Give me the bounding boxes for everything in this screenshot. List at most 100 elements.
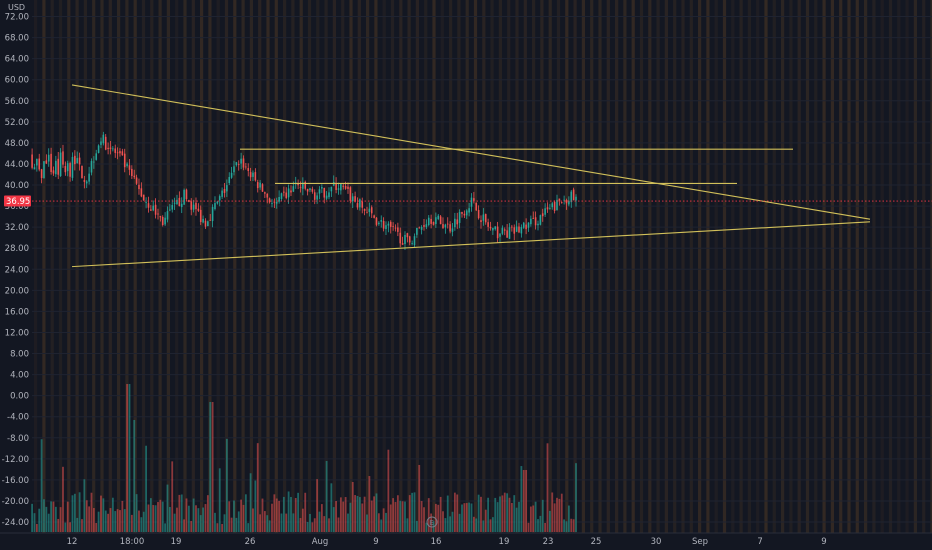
candle-body: [318, 189, 321, 194]
candle-body: [152, 205, 155, 211]
candle-body: [313, 192, 316, 200]
trendline[interactable]: [71, 84, 871, 220]
candle-body: [477, 209, 480, 219]
volume-bar: [114, 511, 117, 532]
candle-body: [423, 225, 425, 227]
candle-body: [347, 186, 349, 189]
candle-body: [411, 243, 413, 244]
background-stripe: [92, 0, 96, 533]
background-stripe: [357, 0, 361, 533]
volume-bar: [316, 479, 319, 532]
x-tick-label: 23: [543, 537, 554, 547]
volume-bar: [318, 511, 321, 532]
volume-bar: [358, 497, 361, 532]
candle-body: [575, 196, 577, 201]
volume-bar: [66, 501, 69, 532]
volume-bar: [313, 518, 316, 532]
volume-bar: [320, 504, 323, 532]
volume-bar: [363, 496, 366, 532]
candle-body: [216, 201, 219, 204]
candle-body: [128, 165, 131, 170]
volume-bar: [147, 504, 150, 532]
volume-bar: [149, 498, 152, 532]
volume-bar: [565, 521, 568, 532]
background-stripe: [117, 0, 121, 533]
candle-body: [335, 183, 337, 190]
candle-body: [513, 227, 516, 234]
volume-bar: [556, 497, 558, 532]
candle-body: [240, 158, 242, 164]
volume-bar: [520, 466, 523, 532]
price-axis[interactable]: USD 72.00 68.00 64.00 60.00 56.00 52.00 48.00 4…: [0, 0, 31, 532]
volume-bar: [168, 507, 171, 532]
volume-bar: [513, 495, 516, 532]
background-stripe: [581, 0, 585, 533]
candle-body: [223, 188, 226, 193]
candle-body: [387, 223, 390, 226]
candle-body: [290, 190, 292, 193]
candle-body: [430, 218, 432, 224]
volume-bar: [337, 517, 340, 532]
earnings-marker[interactable]: E: [426, 516, 438, 528]
volume-bar: [548, 510, 551, 532]
candle-body: [446, 223, 449, 225]
volume-bar: [266, 515, 269, 532]
volume-bar: [368, 476, 371, 532]
background-stripe: [872, 0, 876, 533]
volume-bar: [370, 500, 373, 532]
candle-body: [461, 211, 463, 214]
volume-bar: [444, 518, 447, 532]
volume-bar: [282, 496, 285, 532]
time-axis[interactable]: 12 18:00 19 26 Aug 9 16 19 23 25 30 Sep 7 9: [0, 532, 932, 550]
volume-bar: [178, 494, 181, 532]
candle-body: [553, 201, 556, 211]
volume-bar: [214, 512, 216, 532]
trendlines[interactable]: [71, 84, 871, 268]
background-stripe: [556, 0, 561, 533]
background-stripe: [233, 0, 237, 533]
candle-body: [544, 208, 546, 215]
volume-bar: [237, 511, 240, 532]
volume-bar: [164, 523, 167, 532]
candle-body: [192, 204, 195, 210]
volume-bar: [242, 504, 245, 532]
background-stripe: [631, 0, 635, 533]
background-stripe: [440, 0, 444, 533]
volume-bar: [377, 513, 380, 532]
candle-body: [496, 226, 499, 239]
candle-body: [116, 152, 119, 154]
volume-bar: [299, 518, 302, 532]
background-stripe: [258, 0, 262, 533]
candle-body: [316, 195, 318, 200]
volume-bar: [235, 517, 238, 532]
candle-body: [31, 154, 33, 168]
candle-body: [572, 189, 575, 201]
candle-body: [38, 158, 41, 170]
volume-bar: [76, 517, 79, 532]
volume-bar: [138, 510, 140, 532]
background-stripe: [673, 0, 677, 533]
trendline[interactable]: [71, 221, 871, 268]
candle-body: [432, 222, 435, 225]
volume-bar: [525, 470, 528, 532]
background-stripe: [888, 0, 893, 533]
background-stripe: [706, 0, 710, 533]
candle-body: [344, 186, 347, 189]
candle-body: [323, 187, 326, 198]
candle-body: [135, 177, 138, 184]
volume-bar: [268, 520, 271, 532]
volume-bar: [506, 493, 509, 532]
candle-body: [237, 164, 240, 166]
volume-bar: [351, 481, 354, 532]
volume-bar: [228, 501, 231, 532]
candle-body: [499, 233, 501, 237]
volume-bar: [484, 509, 487, 532]
candle-body: [230, 172, 233, 178]
volume-bar: [465, 503, 468, 532]
volume-bar: [541, 499, 544, 532]
volume-bar: [494, 497, 497, 532]
volume-bar: [518, 501, 520, 532]
background-stripe: [590, 0, 594, 533]
